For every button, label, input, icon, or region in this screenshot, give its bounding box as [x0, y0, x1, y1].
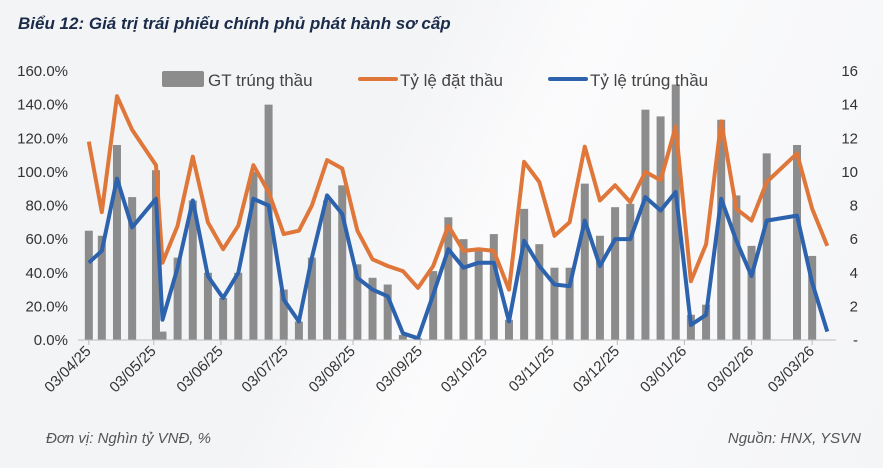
bar-47 — [808, 255, 817, 340]
bar-20 — [383, 284, 392, 340]
source-note: Nguồn: HNX, YSVN — [727, 430, 861, 447]
y-left-tick: 0.0% — [34, 332, 68, 349]
y-right-tick: 14 — [841, 97, 858, 114]
x-tick-label: 03/02/26 — [704, 343, 757, 396]
bar-17 — [338, 185, 347, 340]
y-left-tick: 40.0% — [25, 265, 68, 282]
bar-0 — [84, 230, 93, 340]
bar-30 — [535, 244, 544, 340]
bar-23 — [429, 271, 438, 340]
legend-label-win-ratio: Tỷ lệ trúng thầu — [590, 71, 708, 90]
bar-4 — [151, 170, 160, 340]
bar-13 — [279, 289, 288, 340]
line-win-ratio — [87, 176, 830, 341]
bar-36 — [626, 203, 635, 340]
legend-label-bars: GT trúng thầu — [208, 71, 313, 90]
y-left-tick: 140.0% — [17, 97, 68, 114]
bar-29 — [520, 208, 529, 340]
y-left-tick: 100.0% — [17, 164, 68, 181]
bar-11 — [249, 171, 258, 340]
bar-37 — [641, 109, 650, 340]
legend-label-bid-ratio: Tỷ lệ đặt thầu — [400, 71, 503, 90]
y-right-tick: 8 — [850, 198, 858, 215]
y-right-tick: 2 — [850, 298, 858, 315]
line-bid-ratio — [86, 94, 830, 292]
x-tick-label: 03/10/25 — [438, 343, 491, 396]
bar-26 — [474, 249, 483, 340]
bar-8 — [203, 272, 212, 340]
bar-32 — [565, 267, 574, 340]
y-right-tick: 12 — [841, 130, 858, 147]
x-tick-label: 03/08/25 — [306, 343, 359, 396]
bar-45 — [762, 153, 771, 340]
y-left-tick: 160.0% — [17, 63, 68, 80]
bar-25 — [459, 239, 468, 340]
bar-42 — [717, 119, 726, 340]
bar-43 — [732, 195, 741, 340]
bar-24 — [444, 217, 453, 340]
bar-5 — [158, 331, 167, 340]
bar-18 — [353, 264, 362, 340]
bar-27 — [489, 234, 498, 340]
chart-title: Biểu 12: Giá trị trái phiếu chính phủ ph… — [18, 14, 451, 33]
bar-31 — [550, 267, 559, 340]
bar-21 — [398, 334, 407, 340]
bar-44 — [747, 245, 756, 340]
bar-28 — [504, 319, 513, 340]
y-right-tick: - — [853, 332, 858, 349]
x-tick-label: 03/03/26 — [765, 343, 818, 396]
y-left-tick: 20.0% — [25, 298, 68, 315]
bar-34 — [595, 235, 604, 340]
x-tick-label: 03/07/25 — [238, 343, 291, 396]
x-tick-label: 03/09/25 — [373, 343, 426, 396]
bar-14 — [294, 321, 303, 340]
y-right-tick: 6 — [850, 231, 858, 248]
x-tick-label: 03/12/25 — [570, 343, 623, 396]
bar-35 — [611, 207, 620, 340]
bar-16 — [323, 200, 332, 340]
y-right-tick: 4 — [850, 265, 858, 282]
bar-10 — [234, 272, 243, 340]
bar-33 — [580, 183, 589, 340]
legend-swatch-bars — [162, 71, 204, 87]
y-left-tick: 80.0% — [25, 198, 68, 215]
unit-note: Đơn vị: Nghìn tỷ VNĐ, % — [46, 430, 211, 447]
bar-19 — [368, 277, 377, 340]
x-tick-label: 03/06/25 — [173, 343, 226, 396]
bar-12 — [264, 104, 273, 340]
y-left-tick: 120.0% — [17, 130, 68, 147]
bar-40 — [686, 314, 695, 340]
legend: GT trúng thầu Tỷ lệ đặt thầu Tỷ lệ trúng… — [162, 71, 708, 90]
bar-3 — [128, 197, 137, 340]
x-tick-label: 03/01/26 — [637, 343, 690, 396]
bar-46 — [793, 144, 802, 340]
bar-1 — [97, 235, 106, 340]
bar-7 — [188, 200, 197, 340]
bar-2 — [112, 144, 121, 340]
x-tick-label: 03/04/25 — [41, 343, 94, 396]
y-right-tick: 16 — [841, 63, 858, 80]
bar-39 — [671, 84, 680, 340]
bar-41 — [702, 304, 711, 340]
bar-15 — [307, 257, 316, 340]
bar-9 — [219, 297, 228, 340]
x-tick-label: 03/11/25 — [506, 343, 559, 396]
bar-6 — [173, 257, 182, 340]
y-left-tick: 60.0% — [25, 231, 68, 248]
y-right-tick: 10 — [841, 164, 858, 181]
bar-38 — [656, 116, 665, 340]
x-tick-label: 03/05/25 — [106, 343, 159, 396]
